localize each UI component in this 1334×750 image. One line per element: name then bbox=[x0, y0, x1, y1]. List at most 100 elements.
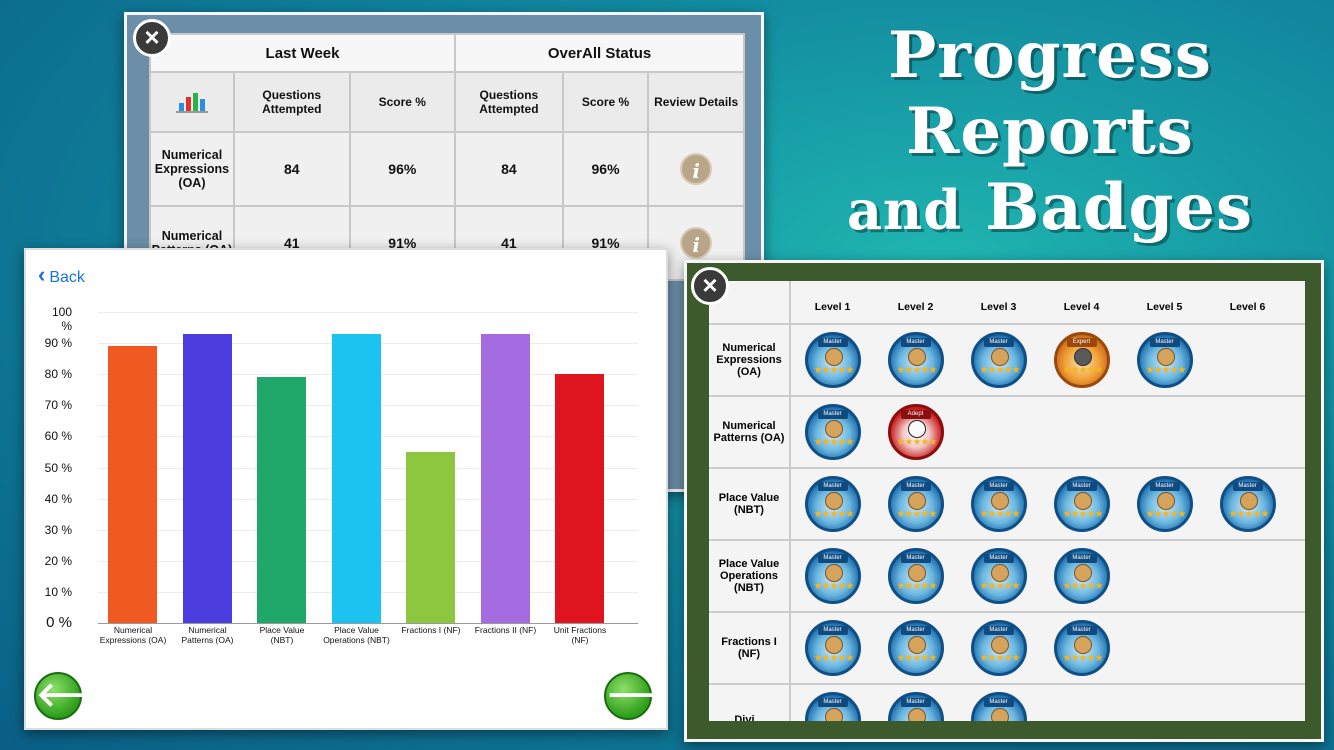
badge-label: Master bbox=[1066, 626, 1097, 635]
badge-icon[interactable]: Master★★★★★ bbox=[1136, 476, 1193, 532]
chart-bar bbox=[555, 374, 604, 623]
badge-icon[interactable]: Expert ★★★★★ bbox=[1053, 332, 1110, 388]
mascot-icon bbox=[907, 564, 926, 582]
badge-slot: Master★★★★★ bbox=[791, 469, 874, 539]
info-icon[interactable]: i bbox=[680, 227, 713, 259]
badge-icon[interactable]: Master★★★★★ bbox=[970, 692, 1027, 721]
level-2-header: Level 2 bbox=[897, 301, 934, 313]
badge-icon[interactable]: Master★★★★★ bbox=[970, 332, 1027, 388]
badge-icon[interactable]: Master★★★★★ bbox=[804, 404, 861, 460]
stars-icon: ★★★★★ bbox=[1062, 653, 1104, 664]
badge-rows: Numerical Expressions (OA) Master ★★★★★ Mas… bbox=[709, 325, 1305, 721]
badge-label: Adept bbox=[900, 410, 931, 419]
badge-label: Master bbox=[817, 698, 848, 707]
close-icon[interactable]: × bbox=[691, 267, 729, 305]
badge-icon[interactable]: Adept ★★★★★ bbox=[887, 404, 944, 460]
stars-icon: ★★★★★ bbox=[813, 365, 855, 376]
badge-label: Master bbox=[817, 410, 848, 419]
group-header-row: Last Week OverAll Status bbox=[148, 33, 745, 73]
badge-label: Master bbox=[1066, 482, 1097, 491]
badge-label: Master bbox=[817, 626, 848, 635]
badge-label: Master bbox=[983, 698, 1014, 707]
badge-icon[interactable]: Master★★★★★ bbox=[804, 548, 861, 604]
level-1-header: Level 1 bbox=[814, 301, 851, 313]
badge-slot: Master★★★★★ bbox=[874, 541, 957, 611]
next-arrow-button[interactable]: 🡒 bbox=[604, 672, 666, 720]
headline-line3: and Badges bbox=[840, 170, 1260, 248]
back-button[interactable]: ‹ Back bbox=[38, 262, 85, 288]
mascot-icon bbox=[990, 708, 1009, 721]
x-tick-label: Fractions I (NF) bbox=[401, 625, 461, 635]
badge-icon[interactable]: Master★★★★★ bbox=[970, 548, 1027, 604]
y-tick-label: 100 % bbox=[51, 305, 72, 333]
chart-bar bbox=[108, 346, 157, 623]
badge-label: Master bbox=[900, 626, 931, 635]
badge-icon[interactable]: Master★★★★★ bbox=[1053, 476, 1110, 532]
mascot-icon bbox=[990, 636, 1009, 654]
badge-slot: Master★★★★★ bbox=[874, 469, 957, 539]
badge-slot bbox=[1123, 397, 1206, 467]
badge-slot: Master★★★★★ bbox=[791, 685, 874, 721]
badge-row-topic: Divi... bbox=[709, 685, 791, 721]
badge-row-topic: Numerical Expressions (OA) bbox=[709, 325, 791, 395]
badge-label: Master bbox=[900, 698, 931, 707]
badge-icon[interactable]: Master★★★★★ bbox=[804, 476, 861, 532]
badge-icon[interactable]: Master★★★★★ bbox=[887, 692, 944, 721]
badge-icon[interactable]: Master★★★★★ bbox=[1053, 548, 1110, 604]
badge-icon[interactable]: Master★★★★★ bbox=[887, 332, 944, 388]
badge-label: Master bbox=[983, 626, 1014, 635]
badge-icon[interactable]: Master ★★★★★ bbox=[804, 332, 861, 388]
badge-label: Master bbox=[817, 338, 848, 347]
chart-bar bbox=[480, 333, 530, 623]
column-header-row: Questions Attempted Score % Questions At… bbox=[149, 71, 745, 133]
stars-icon: ★★★★★ bbox=[813, 581, 855, 592]
badge-slot: Master★★★★★ bbox=[957, 613, 1040, 683]
badge-icon[interactable]: Master★★★★★ bbox=[804, 692, 861, 721]
stars-icon: ★★★★★ bbox=[1062, 365, 1104, 376]
badge-icon[interactable]: Master★★★★★ bbox=[887, 620, 944, 676]
mascot-icon bbox=[1073, 348, 1092, 366]
col-score-all: Score % bbox=[561, 71, 650, 133]
badge-slot bbox=[1123, 685, 1206, 721]
row-lw-questions: 84 bbox=[232, 131, 351, 207]
gridline bbox=[98, 312, 638, 313]
badge-icon[interactable]: Master★★★★★ bbox=[970, 620, 1027, 676]
badge-row-topic: Fractions I (NF) bbox=[709, 613, 791, 683]
y-tick-label: 30 % bbox=[44, 522, 72, 537]
level-3-header: Level 3 bbox=[980, 301, 1017, 313]
badge-slot bbox=[957, 397, 1040, 467]
badge-label: Master bbox=[983, 482, 1014, 491]
corner-cell bbox=[709, 281, 791, 323]
stars-icon: ★★★★★ bbox=[979, 509, 1021, 520]
mascot-icon bbox=[824, 420, 843, 438]
badge-icon[interactable]: Master★★★★★ bbox=[887, 548, 944, 604]
badge-label: Master bbox=[983, 554, 1014, 563]
badge-row: Fractions I (NF) Master ★★★★★ Master ★★★★★ Ma… bbox=[709, 613, 1305, 685]
badge-slot: Master★★★★★ bbox=[874, 325, 957, 395]
mascot-icon bbox=[1073, 564, 1092, 582]
badge-icon[interactable]: Master ★★★★★ bbox=[970, 476, 1027, 532]
badge-slot bbox=[1206, 685, 1289, 721]
badge-row: Numerical Expressions (OA) Master ★★★★★ Mas… bbox=[709, 325, 1305, 397]
close-icon[interactable]: × bbox=[133, 19, 171, 57]
level-6-header: Level 6 bbox=[1229, 301, 1266, 313]
badge-label: Master bbox=[1066, 554, 1097, 563]
prev-arrow-button[interactable]: 🡐 bbox=[34, 672, 127, 720]
mascot-icon bbox=[907, 636, 926, 654]
badge-label: Master bbox=[1232, 482, 1263, 491]
badge-icon[interactable]: Master★★★★★ bbox=[887, 476, 944, 532]
info-icon[interactable]: i bbox=[680, 153, 713, 185]
y-tick-label: 50 % bbox=[44, 460, 72, 475]
badge-row: Divi... Master★★★★★ Master★★★★★ Master★★★★★ bbox=[709, 685, 1305, 721]
badge-slot bbox=[1040, 397, 1123, 467]
mascot-icon bbox=[1073, 636, 1092, 654]
badge-icon[interactable]: Master ★★★★★ bbox=[1053, 620, 1110, 676]
headline-line3-small: and bbox=[846, 178, 962, 242]
badge-icon[interactable]: Master★★★★★ bbox=[804, 620, 861, 676]
badge-slot: Master★★★★★ bbox=[957, 325, 1040, 395]
badge-row-topic: Place Value (NBT) bbox=[709, 469, 791, 539]
badge-icon[interactable]: Master★★★★★ bbox=[1219, 476, 1276, 532]
badge-icon[interactable]: Master★★★★★ bbox=[1136, 332, 1193, 388]
row-all-questions: 84 bbox=[454, 131, 564, 207]
badge-row-topic: Place Value Operations (NBT) bbox=[709, 541, 791, 611]
